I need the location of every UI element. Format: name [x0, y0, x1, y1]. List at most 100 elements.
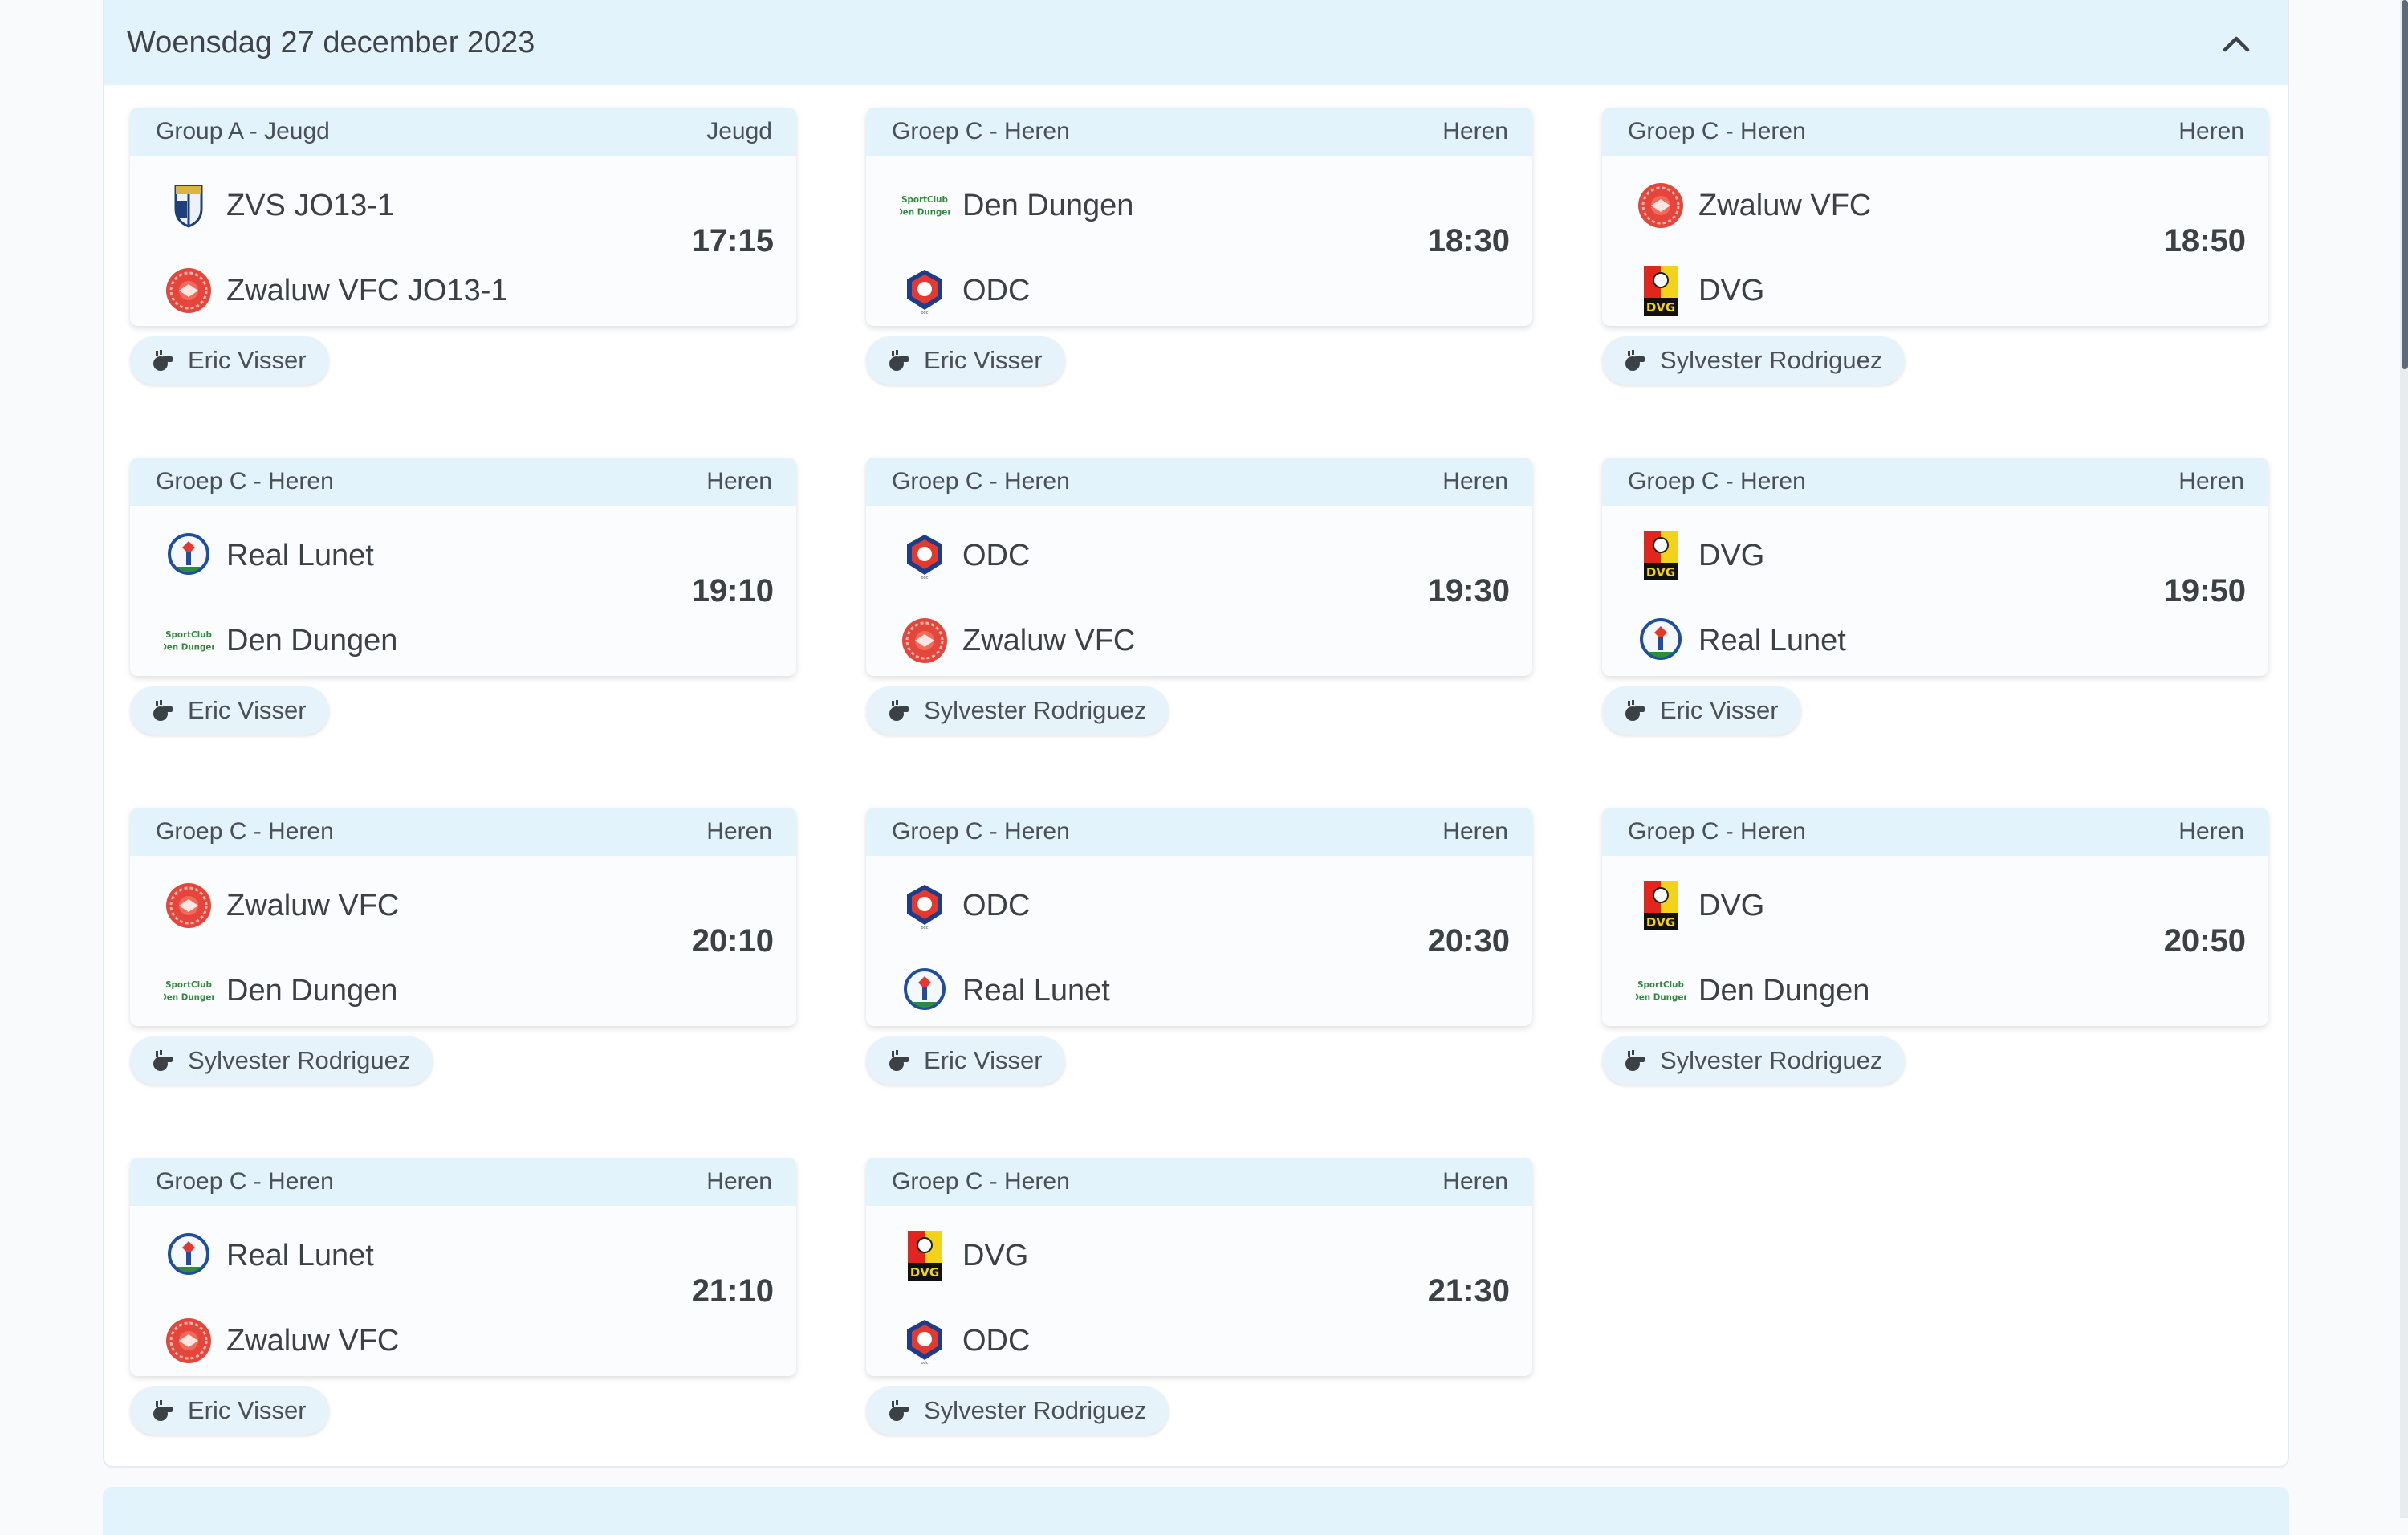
match-card[interactable]: Groep C - Heren Heren Zwaluw VFC SportCl… [130, 808, 796, 1026]
away-team-name: Zwaluw VFC [226, 1323, 400, 1358]
match-category: Heren [2178, 118, 2244, 145]
home-team-name: ZVS JO13-1 [226, 188, 395, 222]
match-card-header: Groep C - Heren Heren [130, 458, 796, 506]
match-group: Groep C - Heren [156, 468, 334, 495]
day-header[interactable]: Woensdag 27 december 2023 [104, 0, 2288, 85]
match-card[interactable]: Groep C - Heren Heren Zwaluw VFC DVG DVG… [1602, 108, 2268, 326]
match-group: Groep C - Heren [892, 1168, 1070, 1195]
reallunet-logo-icon [900, 966, 950, 1016]
match-time: 19:30 [1427, 573, 1510, 609]
home-team[interactable]: Zwaluw VFC [164, 880, 399, 931]
home-team[interactable]: DVG DVG [1636, 880, 1764, 931]
home-team[interactable]: Real Lunet [164, 1230, 374, 1281]
dendungen-logo-icon: SportClub Den Dungen [164, 966, 214, 1016]
odc-logo-icon: odc [900, 266, 950, 316]
scrollbar-thumb[interactable] [2402, 0, 2408, 369]
svg-text:SportClub: SportClub [165, 980, 212, 990]
match-time: 17:15 [691, 223, 774, 259]
match-card[interactable]: Groep C - Heren Heren odc ODC Zwaluw VFC… [866, 458, 1532, 676]
referee-chip[interactable]: Eric Visser [130, 1386, 329, 1435]
zwaluw-logo-icon [1636, 181, 1686, 230]
away-team[interactable]: Real Lunet [900, 965, 1110, 1016]
away-team[interactable]: odc ODC [900, 265, 1030, 316]
match-category: Jeugd [706, 118, 772, 145]
match-card[interactable]: Groep C - Heren Heren Real Lunet SportCl… [130, 458, 796, 676]
match-category: Heren [706, 818, 772, 845]
match-card[interactable]: Groep C - Heren Heren DVG DVG SportClub D… [1602, 808, 2268, 1026]
home-team[interactable]: ZVS JO13-1 [164, 180, 394, 231]
away-team[interactable]: Real Lunet [1636, 615, 1846, 666]
match-time: 18:30 [1427, 223, 1510, 259]
next-day-header[interactable] [103, 1487, 2289, 1535]
zwaluw-logo-icon [164, 881, 214, 930]
referee-name: Eric Visser [188, 1396, 307, 1424]
svg-text:SportClub: SportClub [901, 195, 948, 205]
home-team[interactable]: Zwaluw VFC [1636, 180, 1871, 231]
away-team-name: Zwaluw VFC [962, 623, 1136, 658]
away-team[interactable]: SportClub Den Dungen Den Dungen [1636, 965, 1869, 1016]
odc-logo-icon: odc [900, 881, 950, 930]
reallunet-logo-icon [164, 1231, 214, 1281]
svg-text:Den Dungen: Den Dungen [1636, 992, 1686, 1002]
svg-text:SportClub: SportClub [1637, 980, 1684, 990]
match-category: Heren [706, 468, 772, 495]
dvg-logo-icon: DVG [1636, 266, 1686, 316]
referee-chip[interactable]: Sylvester Rodriguez [866, 686, 1169, 735]
home-team[interactable]: SportClub Den Dungen Den Dungen [900, 180, 1133, 231]
away-team[interactable]: DVG DVG [1636, 265, 1764, 316]
away-team[interactable]: odc ODC [900, 1315, 1030, 1366]
home-team[interactable]: DVG DVG [900, 1230, 1028, 1281]
match-category: Heren [1442, 118, 1508, 145]
home-team[interactable]: DVG DVG [1636, 530, 1764, 581]
day-section: Woensdag 27 december 2023 Group A - Jeug… [103, 0, 2289, 1468]
match-card[interactable]: Groep C - Heren Heren SportClub Den Dunge… [866, 108, 1532, 326]
away-team-name: Den Dungen [226, 973, 398, 1008]
whistle-icon [887, 348, 911, 373]
day-title: Woensdag 27 december 2023 [127, 25, 535, 59]
scrollbar-track[interactable] [2400, 0, 2408, 1518]
away-team[interactable]: SportClub Den Dungen Den Dungen [164, 615, 397, 666]
match-category: Heren [2178, 468, 2244, 495]
referee-chip[interactable]: Eric Visser [130, 336, 329, 385]
match-group: Groep C - Heren [892, 818, 1070, 845]
referee-chip[interactable]: Eric Visser [866, 336, 1065, 385]
whistle-icon [887, 698, 911, 723]
referee-chip[interactable]: Sylvester Rodriguez [130, 1036, 433, 1085]
away-team[interactable]: SportClub Den Dungen Den Dungen [164, 965, 397, 1016]
whistle-icon [1623, 698, 1647, 723]
svg-text:odc: odc [921, 1361, 929, 1365]
home-team-name: Den Dungen [962, 188, 1134, 222]
away-team-name: ODC [962, 1323, 1031, 1358]
match-card[interactable]: Groep C - Heren Heren Real Lunet Zwaluw … [130, 1158, 796, 1376]
match-card[interactable]: Groep C - Heren Heren odc ODC Real Lunet… [866, 808, 1532, 1026]
away-team-name: DVG [1698, 273, 1765, 307]
home-team[interactable]: Real Lunet [164, 530, 374, 581]
match-group: Groep C - Heren [156, 818, 334, 845]
referee-chip[interactable]: Eric Visser [1602, 686, 1801, 735]
away-team-name: Real Lunet [1698, 623, 1846, 658]
match-card[interactable]: Groep C - Heren Heren DVG DVG odc ODC 21… [866, 1158, 1532, 1376]
referee-chip[interactable]: Sylvester Rodriguez [866, 1386, 1169, 1435]
referee-chip[interactable]: Eric Visser [866, 1036, 1065, 1085]
away-team[interactable]: Zwaluw VFC [164, 1315, 399, 1366]
home-team[interactable]: odc ODC [900, 530, 1030, 581]
zwaluw-logo-icon [164, 266, 214, 316]
match-card[interactable]: Groep C - Heren Heren DVG DVG Real Lunet… [1602, 458, 2268, 676]
away-team-name: Real Lunet [962, 973, 1110, 1008]
match-group: Groep C - Heren [1628, 118, 1806, 145]
whistle-icon [887, 1048, 911, 1073]
zwaluw-logo-icon [900, 616, 950, 666]
referee-chip[interactable]: Sylvester Rodriguez [1602, 336, 1906, 385]
away-team[interactable]: Zwaluw VFC [900, 615, 1135, 666]
whistle-icon [1623, 1048, 1647, 1073]
away-team[interactable]: Zwaluw VFC JO13-1 [164, 265, 508, 316]
referee-chip[interactable]: Sylvester Rodriguez [1602, 1036, 1906, 1085]
dendungen-logo-icon: SportClub Den Dungen [900, 181, 950, 230]
home-team[interactable]: odc ODC [900, 880, 1030, 931]
match-time: 20:50 [2163, 923, 2246, 959]
whistle-icon [1623, 348, 1647, 373]
reallunet-logo-icon [1636, 616, 1686, 666]
match-card[interactable]: Group A - Jeugd Jeugd ZVS JO13-1 Zwaluw … [130, 108, 796, 326]
referee-chip[interactable]: Eric Visser [130, 686, 329, 735]
chevron-up-icon[interactable] [2220, 27, 2252, 59]
